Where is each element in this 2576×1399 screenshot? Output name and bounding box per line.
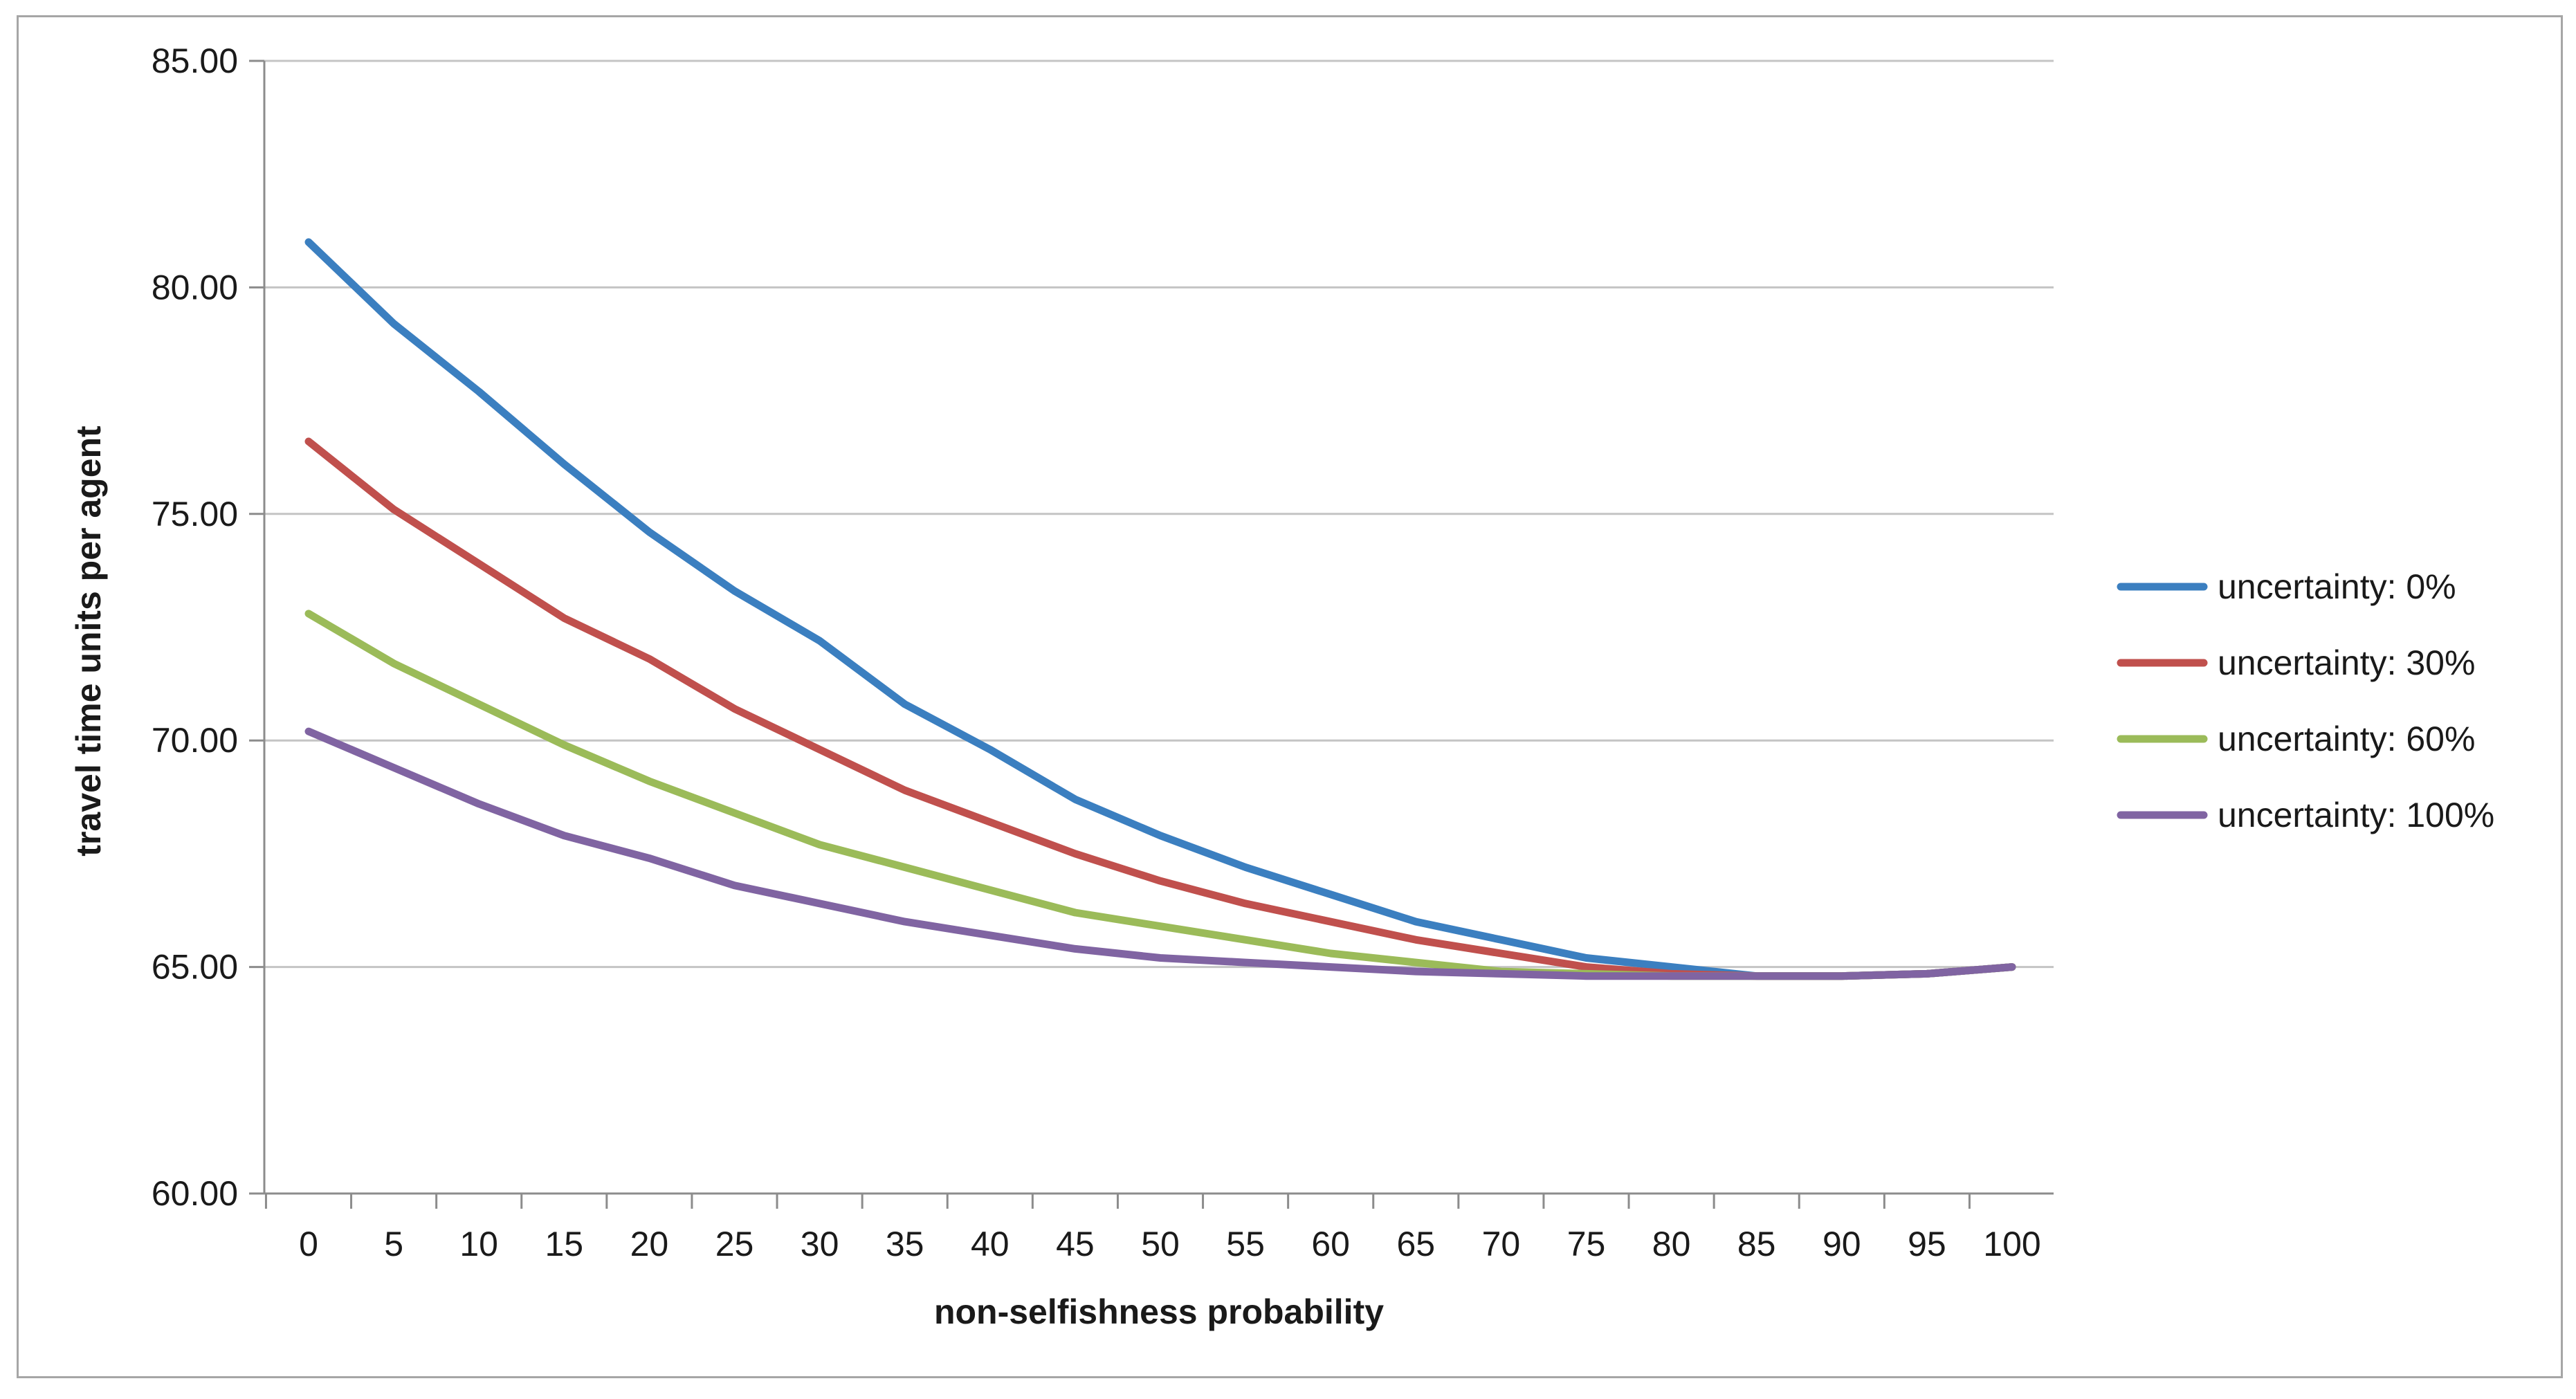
series-lines <box>304 238 2016 980</box>
legend-label-0: uncertainty: 0% <box>2218 567 2456 606</box>
x-tick-label: 50 <box>1141 1225 1180 1263</box>
y-axis-title: travel time units per agent <box>69 426 108 857</box>
chart-frame <box>17 15 2563 1378</box>
x-tick-label: 25 <box>715 1225 754 1263</box>
y-tick-label: 85.00 <box>152 42 238 80</box>
series-line-2 <box>304 610 2016 980</box>
y-tick-label: 70.00 <box>152 721 238 760</box>
x-tick-label: 20 <box>630 1225 669 1263</box>
legend-label-3: uncertainty: 100% <box>2218 796 2494 834</box>
x-tick-label: 90 <box>1823 1225 1861 1263</box>
legend-label-2: uncertainty: 60% <box>2218 720 2475 758</box>
x-tick-label: 70 <box>1482 1225 1521 1263</box>
x-tick-label: 40 <box>971 1225 1010 1263</box>
x-tick-label: 75 <box>1567 1225 1606 1263</box>
x-tick-label: 55 <box>1226 1225 1265 1263</box>
y-tick-label: 60.00 <box>152 1174 238 1213</box>
x-axis-title: non-selfishness probability <box>934 1292 1384 1331</box>
x-tick-label: 100 <box>1983 1225 2040 1263</box>
series-line-1 <box>304 437 2016 980</box>
series-line-3 <box>304 727 2016 980</box>
x-tick-label: 85 <box>1737 1225 1776 1263</box>
x-tick-label: 30 <box>801 1225 839 1263</box>
x-tick-label: 45 <box>1056 1225 1095 1263</box>
x-tick-label: 5 <box>384 1225 403 1263</box>
legend-label-1: uncertainty: 30% <box>2218 643 2475 682</box>
axes <box>249 60 2054 1209</box>
y-tick-label: 75.00 <box>152 495 238 533</box>
series-line-0 <box>304 238 2016 980</box>
x-tick-label: 10 <box>459 1225 498 1263</box>
legend: uncertainty: 0% uncertainty: 30% uncertain… <box>2117 567 2494 834</box>
x-tick-label: 15 <box>545 1225 583 1263</box>
y-tick-label: 65.00 <box>152 948 238 987</box>
x-tick-label: 95 <box>1908 1225 1946 1263</box>
x-tick-label: 35 <box>886 1225 924 1263</box>
x-tick-label: 0 <box>299 1225 318 1263</box>
x-tick-label: 65 <box>1396 1225 1435 1263</box>
y-tick-label: 80.00 <box>152 268 238 307</box>
x-tick-label: 80 <box>1652 1225 1691 1263</box>
x-tick-label: 60 <box>1311 1225 1350 1263</box>
tick-labels: 60.00 65.00 70.00 75.00 80.00 85.00 0 5 10 15 20 25… <box>152 42 2041 1263</box>
